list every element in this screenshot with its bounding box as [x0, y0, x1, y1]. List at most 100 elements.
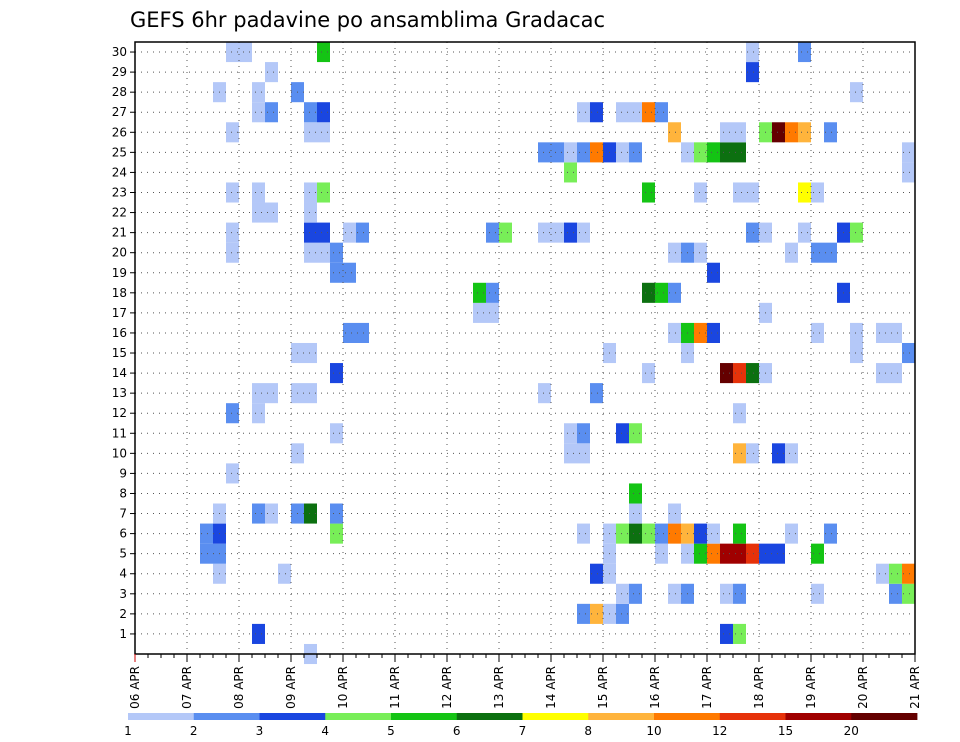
heatmap-cell — [798, 42, 811, 63]
y-tick-label: 15 — [112, 346, 127, 360]
heatmap-cell — [616, 102, 629, 123]
heatmap-cell — [655, 523, 668, 544]
heatmap-cell — [798, 122, 811, 143]
x-tick-label: 14 APR — [544, 666, 558, 709]
heatmap-cell — [720, 142, 733, 163]
heatmap-cell — [785, 443, 798, 464]
heatmap-cell — [330, 262, 343, 283]
heatmap-cell — [733, 403, 746, 424]
heatmap-cell — [889, 583, 902, 604]
heatmap-cell — [356, 322, 369, 343]
x-tick-label: 12 APR — [440, 666, 454, 709]
heatmap-cell — [330, 423, 343, 444]
heatmap-cell — [668, 122, 681, 143]
heatmap-cell — [473, 282, 486, 303]
heatmap-cell — [616, 523, 629, 544]
heatmap-cell — [304, 182, 317, 203]
heatmap-cell — [538, 142, 551, 163]
y-tick-label: 24 — [112, 165, 127, 179]
heatmap-cell — [668, 242, 681, 263]
y-tick-label: 21 — [112, 226, 127, 240]
heatmap-cell — [733, 122, 746, 143]
heatmap-cell — [902, 342, 915, 364]
heatmap-cell — [720, 122, 733, 143]
heatmap-cell — [252, 623, 265, 644]
heatmap-cell — [733, 142, 746, 163]
heatmap-cell — [811, 543, 824, 564]
x-tick-label: 20 APR — [856, 666, 870, 709]
heatmap-cell — [564, 222, 577, 243]
y-tick-label: 3 — [119, 587, 127, 601]
heatmap-cell — [252, 503, 265, 524]
heatmap-cell — [551, 222, 564, 243]
x-tick-label: 21 APR — [908, 666, 922, 709]
heatmap-cell — [629, 583, 642, 604]
heatmap-cell — [252, 182, 265, 203]
heatmap-cell — [629, 483, 642, 504]
heatmap-cell — [629, 142, 642, 163]
heatmap-cell — [655, 543, 668, 564]
heatmap-cell — [330, 523, 343, 544]
heatmap-cell — [577, 603, 590, 624]
heatmap-cell — [278, 563, 291, 584]
heatmap-cell — [577, 423, 590, 444]
y-tick-label: 17 — [112, 306, 127, 320]
heatmap-cell — [590, 383, 603, 404]
heatmap-cell — [850, 342, 863, 364]
heatmap-cell — [655, 282, 668, 303]
colorbar-swatch — [588, 713, 655, 720]
heatmap-cell — [590, 102, 603, 123]
y-tick-label: 16 — [112, 326, 127, 340]
y-tick-label: 13 — [112, 386, 127, 400]
colorbar-tick-label: 20 — [844, 724, 859, 738]
y-tick-label: 11 — [112, 426, 127, 440]
heatmap-cell — [720, 543, 733, 564]
y-tick-label: 26 — [112, 125, 127, 139]
heatmap-cell — [707, 523, 720, 544]
heatmap-cell — [642, 102, 655, 123]
heatmap-cell — [577, 443, 590, 464]
heatmap-cell — [876, 563, 889, 584]
heatmap-cell — [304, 342, 317, 364]
heatmap-cell — [811, 242, 824, 263]
heatmap-cell — [811, 322, 824, 343]
heatmap-cell — [694, 523, 707, 544]
colorbar-tick-label: 4 — [321, 724, 329, 738]
heatmap-cell — [850, 222, 863, 243]
heatmap-cell — [564, 162, 577, 183]
heatmap-cell — [616, 142, 629, 163]
heatmap-cell — [252, 82, 265, 103]
y-tick-label: 4 — [119, 567, 127, 581]
y-tick-label: 29 — [112, 65, 127, 79]
heatmap-cell — [707, 142, 720, 163]
heatmap-cell — [226, 403, 239, 424]
colorbar-tick-label: 3 — [256, 724, 264, 738]
heatmap-cell — [876, 363, 889, 384]
y-tick-label: 30 — [112, 45, 127, 59]
heatmap-cell — [564, 423, 577, 444]
heatmap-cell — [317, 242, 330, 263]
heatmap-cell — [902, 142, 915, 163]
x-tick-label: 06 APR — [128, 666, 142, 709]
heatmap-cell — [811, 182, 824, 203]
heatmap-cell — [785, 122, 798, 143]
heatmap-cell — [356, 222, 369, 243]
heatmap-cell — [226, 42, 239, 63]
y-tick-label: 23 — [112, 185, 127, 199]
y-tick-label: 25 — [112, 145, 127, 159]
x-tick-label: 15 APR — [596, 666, 610, 709]
heatmap-cell — [226, 182, 239, 203]
heatmap-cell — [902, 583, 915, 604]
heatmap-cell — [538, 383, 551, 404]
colorbar-swatch — [719, 713, 786, 720]
heatmap-cell — [746, 543, 759, 564]
heatmap-cell — [746, 443, 759, 464]
heatmap-cell — [330, 242, 343, 263]
y-tick-label: 6 — [119, 527, 127, 541]
x-tick-label: 10 APR — [336, 666, 350, 709]
heatmap-cell — [629, 503, 642, 524]
heatmap-cell — [304, 122, 317, 143]
x-tick-label: 13 APR — [492, 666, 506, 709]
heatmap-cell — [616, 583, 629, 604]
